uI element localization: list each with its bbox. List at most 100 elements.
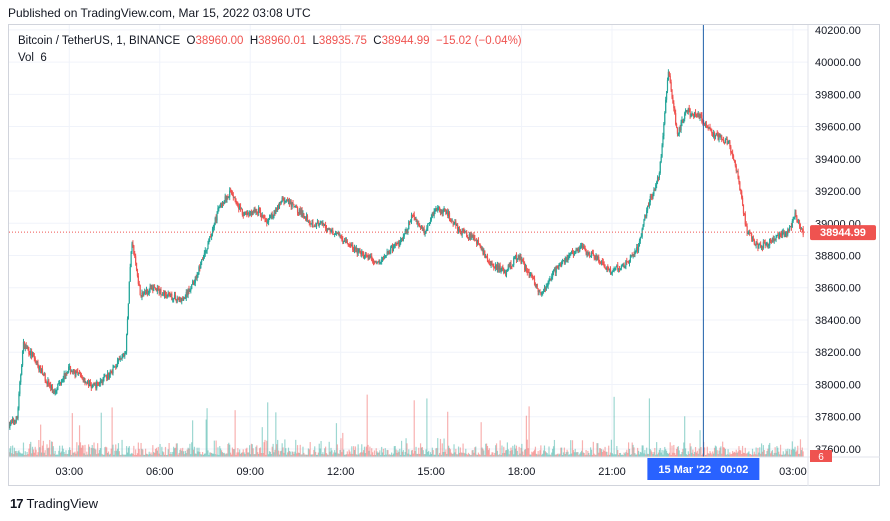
candle-body (286, 199, 289, 202)
price-tick-label: 38600.00 (815, 283, 861, 295)
candle-body (365, 254, 367, 256)
candle-body (285, 200, 287, 202)
candle-body (752, 238, 755, 241)
candle-body (420, 226, 423, 228)
volume-bar (372, 452, 374, 457)
candle-body (720, 136, 722, 138)
candle-body (66, 373, 68, 375)
volume-bar (188, 448, 190, 457)
volume-bar (249, 445, 251, 457)
symbol-label: Bitcoin / TetherUS, 1, BINANCE (18, 35, 181, 47)
volume-bar (630, 454, 632, 457)
volume-bar (695, 452, 698, 457)
time-axis[interactable]: 03:00 06:00 09:00 12:00 15:00 18:00 21:00 03:00 (56, 466, 807, 478)
volume-bar (434, 454, 436, 457)
volume-bar (413, 400, 415, 457)
volume-bar (485, 443, 488, 457)
price-axis[interactable]: 40200.0040000.0039800.0039600.0039400.00… (815, 25, 861, 456)
candle-body (294, 206, 296, 207)
volume-bar (715, 446, 717, 457)
candle-body (163, 291, 166, 296)
candle-body (163, 292, 165, 296)
volume-bar (368, 450, 370, 457)
volume-bar (683, 442, 685, 457)
volume-last-label: 6 (818, 452, 824, 463)
volume-bar (173, 446, 175, 457)
candle-body (606, 266, 608, 270)
candle-body (97, 381, 99, 385)
volume-bar (116, 448, 119, 457)
volume-bar (163, 454, 166, 457)
candle-body (475, 239, 477, 241)
candle-body (48, 380, 50, 386)
volume-bar (667, 453, 670, 457)
candle-body (197, 273, 199, 275)
volume-bar (285, 448, 287, 457)
volume-bar (79, 442, 82, 457)
volume-bar (603, 450, 605, 457)
candle-body (705, 124, 707, 126)
volume-bar (84, 444, 86, 457)
volume-bar (195, 453, 197, 457)
volume-bar (540, 445, 542, 457)
volume-bar (628, 448, 631, 457)
volume-bar (750, 454, 752, 457)
candle-body (564, 259, 566, 263)
candle-body (672, 97, 674, 104)
volume-bar (358, 454, 360, 457)
volume-bar (495, 443, 498, 457)
candle-body (58, 383, 60, 385)
candle-body (474, 237, 476, 240)
price-chart[interactable]: 40200.0040000.0039800.0039600.0039400.00… (9, 25, 880, 486)
footer-brand[interactable]: 17 TradingView (10, 496, 98, 511)
candle-body (39, 365, 41, 370)
volume-bar (484, 454, 486, 457)
volume-bar (562, 452, 565, 457)
volume-bar (451, 454, 453, 457)
volume-bar (59, 445, 61, 457)
volume-bar (548, 446, 550, 457)
candle-body (168, 293, 170, 295)
volume-bar (310, 454, 312, 457)
volume-bar (40, 452, 43, 457)
candle-body (188, 288, 190, 291)
volume-bar (137, 442, 139, 457)
candle-body (348, 244, 350, 245)
candle-body (756, 241, 758, 244)
candle-body (414, 217, 416, 220)
volume-bar (201, 451, 204, 457)
candle-body (734, 160, 736, 166)
volume-bar (546, 453, 548, 457)
volume-bar (713, 453, 715, 457)
volume-bar (48, 447, 50, 457)
volume-bar (419, 453, 421, 457)
volume-bar (731, 453, 733, 457)
volume-bar (733, 451, 736, 457)
volume-bar (653, 452, 655, 457)
candle-body (136, 269, 139, 276)
candle-body (643, 219, 645, 225)
candle-body (50, 385, 52, 388)
candle-body (739, 182, 741, 191)
candle-body (713, 133, 715, 137)
candle-body (349, 244, 351, 246)
volume-bar (192, 420, 194, 457)
candle-body (391, 245, 394, 252)
candle-body (488, 261, 490, 264)
candle-body (269, 217, 272, 219)
candle-body (9, 424, 10, 428)
candle-body (293, 204, 295, 207)
volume-bar (295, 439, 297, 457)
volume-bar (327, 454, 329, 457)
candle-body (162, 292, 164, 295)
candle-body (13, 420, 16, 422)
candle-body (335, 233, 338, 235)
volume-bar (422, 450, 424, 457)
candle-body (779, 233, 781, 239)
volume-bar (60, 451, 63, 457)
volume-bar (186, 449, 188, 457)
candle-body (485, 256, 488, 258)
candle-body (318, 224, 320, 226)
candle-body (755, 241, 757, 246)
candle-body (401, 237, 404, 241)
